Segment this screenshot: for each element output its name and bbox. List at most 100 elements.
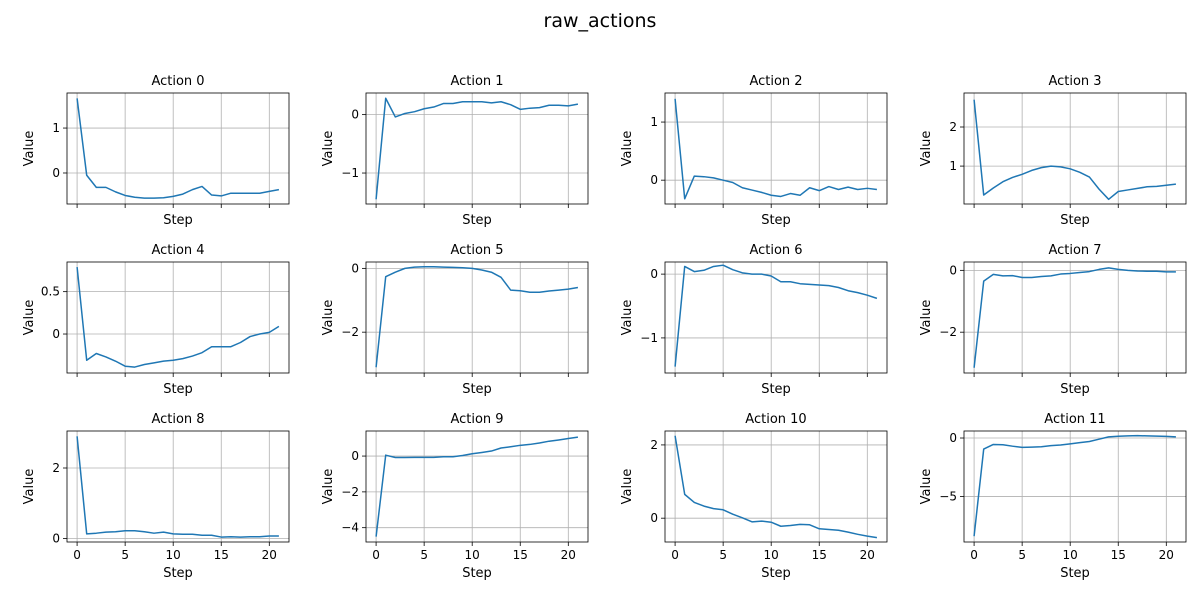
y-tick-label: 0 (351, 449, 359, 463)
axes-frame (365, 261, 589, 374)
y-tick-label: −5 (939, 489, 957, 503)
x-axis-label: Step (1060, 382, 1090, 397)
y-tick-label: 0 (351, 261, 359, 275)
axes-frame (664, 430, 888, 543)
x-axis-label: Step (462, 566, 492, 581)
subplot-title: Action 7 (1048, 243, 1101, 258)
subplot-9: 0 5 10 15 20 −4 −2 0 Action 9 Step Value (321, 412, 589, 581)
y-axis-label: Value (22, 469, 37, 505)
subplot-8: 0 5 10 15 20 0 2 Action 8 Step Value (22, 412, 290, 581)
x-axis-label: Step (761, 382, 791, 397)
x-tick-label: 10 (1063, 548, 1078, 562)
subplot-10: 0 5 10 15 20 0 2 Action 10 Step Value (620, 412, 888, 581)
y-tick-label: 1 (949, 159, 957, 173)
subplot-title: Action 6 (749, 243, 802, 258)
y-axis-label: Value (919, 131, 934, 167)
subplot-11: 0 5 10 15 20 −5 0 Action 11 Step Value (919, 412, 1187, 581)
subplot-title: Action 9 (450, 412, 503, 427)
subplot-title: Action 10 (745, 412, 806, 427)
x-tick-label: 0 (970, 548, 978, 562)
axes-frame (365, 430, 589, 543)
x-tick-label: 20 (860, 548, 875, 562)
x-tick-label: 15 (513, 548, 528, 562)
x-tick-label: 10 (166, 548, 181, 562)
x-tick-label: 5 (1018, 548, 1026, 562)
x-axis-label: Step (462, 213, 492, 228)
x-tick-label: 20 (1159, 548, 1174, 562)
series-line (674, 98, 877, 200)
subplot-title: Action 2 (749, 74, 802, 89)
y-tick-label: −2 (341, 325, 359, 339)
y-axis-label: Value (620, 300, 635, 336)
x-axis-label: Step (163, 382, 193, 397)
y-tick-label: −4 (341, 521, 359, 535)
series-line (973, 267, 1176, 368)
y-tick-label: 2 (52, 461, 60, 475)
x-tick-label: 15 (1111, 548, 1126, 562)
axes-frame (66, 430, 290, 543)
series-line (973, 434, 1176, 537)
x-axis-label: Step (462, 382, 492, 397)
series-line (375, 97, 579, 200)
y-axis-label: Value (620, 131, 635, 167)
y-axis-label: Value (321, 300, 336, 336)
y-tick-label: 2 (949, 120, 957, 134)
y-axis-label: Value (22, 131, 37, 167)
series-line (674, 435, 878, 539)
subplot-title: Action 0 (151, 74, 204, 89)
axes-frame (664, 92, 888, 205)
x-tick-label: 20 (262, 548, 277, 562)
x-axis-label: Step (761, 566, 791, 581)
y-tick-label: 0 (52, 531, 60, 545)
figure-title: raw_actions (544, 10, 657, 32)
y-tick-label: 0 (949, 431, 957, 445)
subplot-4: 0 0.5 Action 4 Step Value (22, 243, 290, 397)
series-line (375, 436, 579, 537)
y-tick-label: 1 (52, 121, 60, 135)
y-tick-label: 0 (351, 108, 359, 122)
subplot-title: Action 5 (450, 243, 503, 258)
y-tick-label: 0 (650, 511, 658, 525)
series-line (674, 264, 878, 367)
axes-frame (963, 261, 1187, 374)
series-line (76, 436, 279, 538)
x-axis-label: Step (1060, 566, 1090, 581)
x-axis-label: Step (1060, 213, 1090, 228)
y-tick-label: 2 (650, 438, 658, 452)
y-tick-label: −1 (341, 166, 359, 180)
x-tick-label: 0 (73, 548, 81, 562)
x-tick-label: 0 (372, 548, 380, 562)
x-axis-label: Step (163, 213, 193, 228)
y-tick-label: −2 (939, 325, 957, 339)
series-line (76, 267, 280, 368)
x-tick-label: 15 (812, 548, 827, 562)
x-tick-label: 15 (214, 548, 229, 562)
x-tick-label: 10 (764, 548, 779, 562)
x-tick-label: 10 (465, 548, 480, 562)
series-line (76, 98, 280, 199)
subplot-7: −2 0 Action 7 Step Value (919, 243, 1187, 397)
subplot-3: 1 2 Action 3 Step Value (919, 74, 1187, 228)
x-tick-label: 20 (561, 548, 576, 562)
y-tick-label: 0 (949, 263, 957, 277)
x-tick-label: 5 (719, 548, 727, 562)
subplot-6: −1 0 Action 6 Step Value (620, 243, 888, 397)
axes-frame (66, 261, 290, 374)
y-axis-label: Value (620, 469, 635, 505)
y-axis-label: Value (919, 469, 934, 505)
subplot-2: 0 1 Action 2 Step Value (620, 74, 888, 228)
y-tick-label: 1 (650, 115, 658, 129)
subplot-0: 0 1 Action 0 Step Value (22, 74, 290, 228)
y-tick-label: 0 (52, 327, 60, 341)
series-line (375, 266, 579, 368)
y-tick-label: −2 (341, 485, 359, 499)
y-axis-label: Value (919, 300, 934, 336)
subplot-title: Action 8 (151, 412, 204, 427)
x-tick-label: 5 (420, 548, 428, 562)
y-tick-label: 0 (650, 267, 658, 281)
subplot-title: Action 11 (1044, 412, 1105, 427)
y-axis-label: Value (321, 469, 336, 505)
x-tick-label: 0 (671, 548, 679, 562)
x-tick-label: 5 (121, 548, 129, 562)
axes-frame (664, 261, 888, 374)
